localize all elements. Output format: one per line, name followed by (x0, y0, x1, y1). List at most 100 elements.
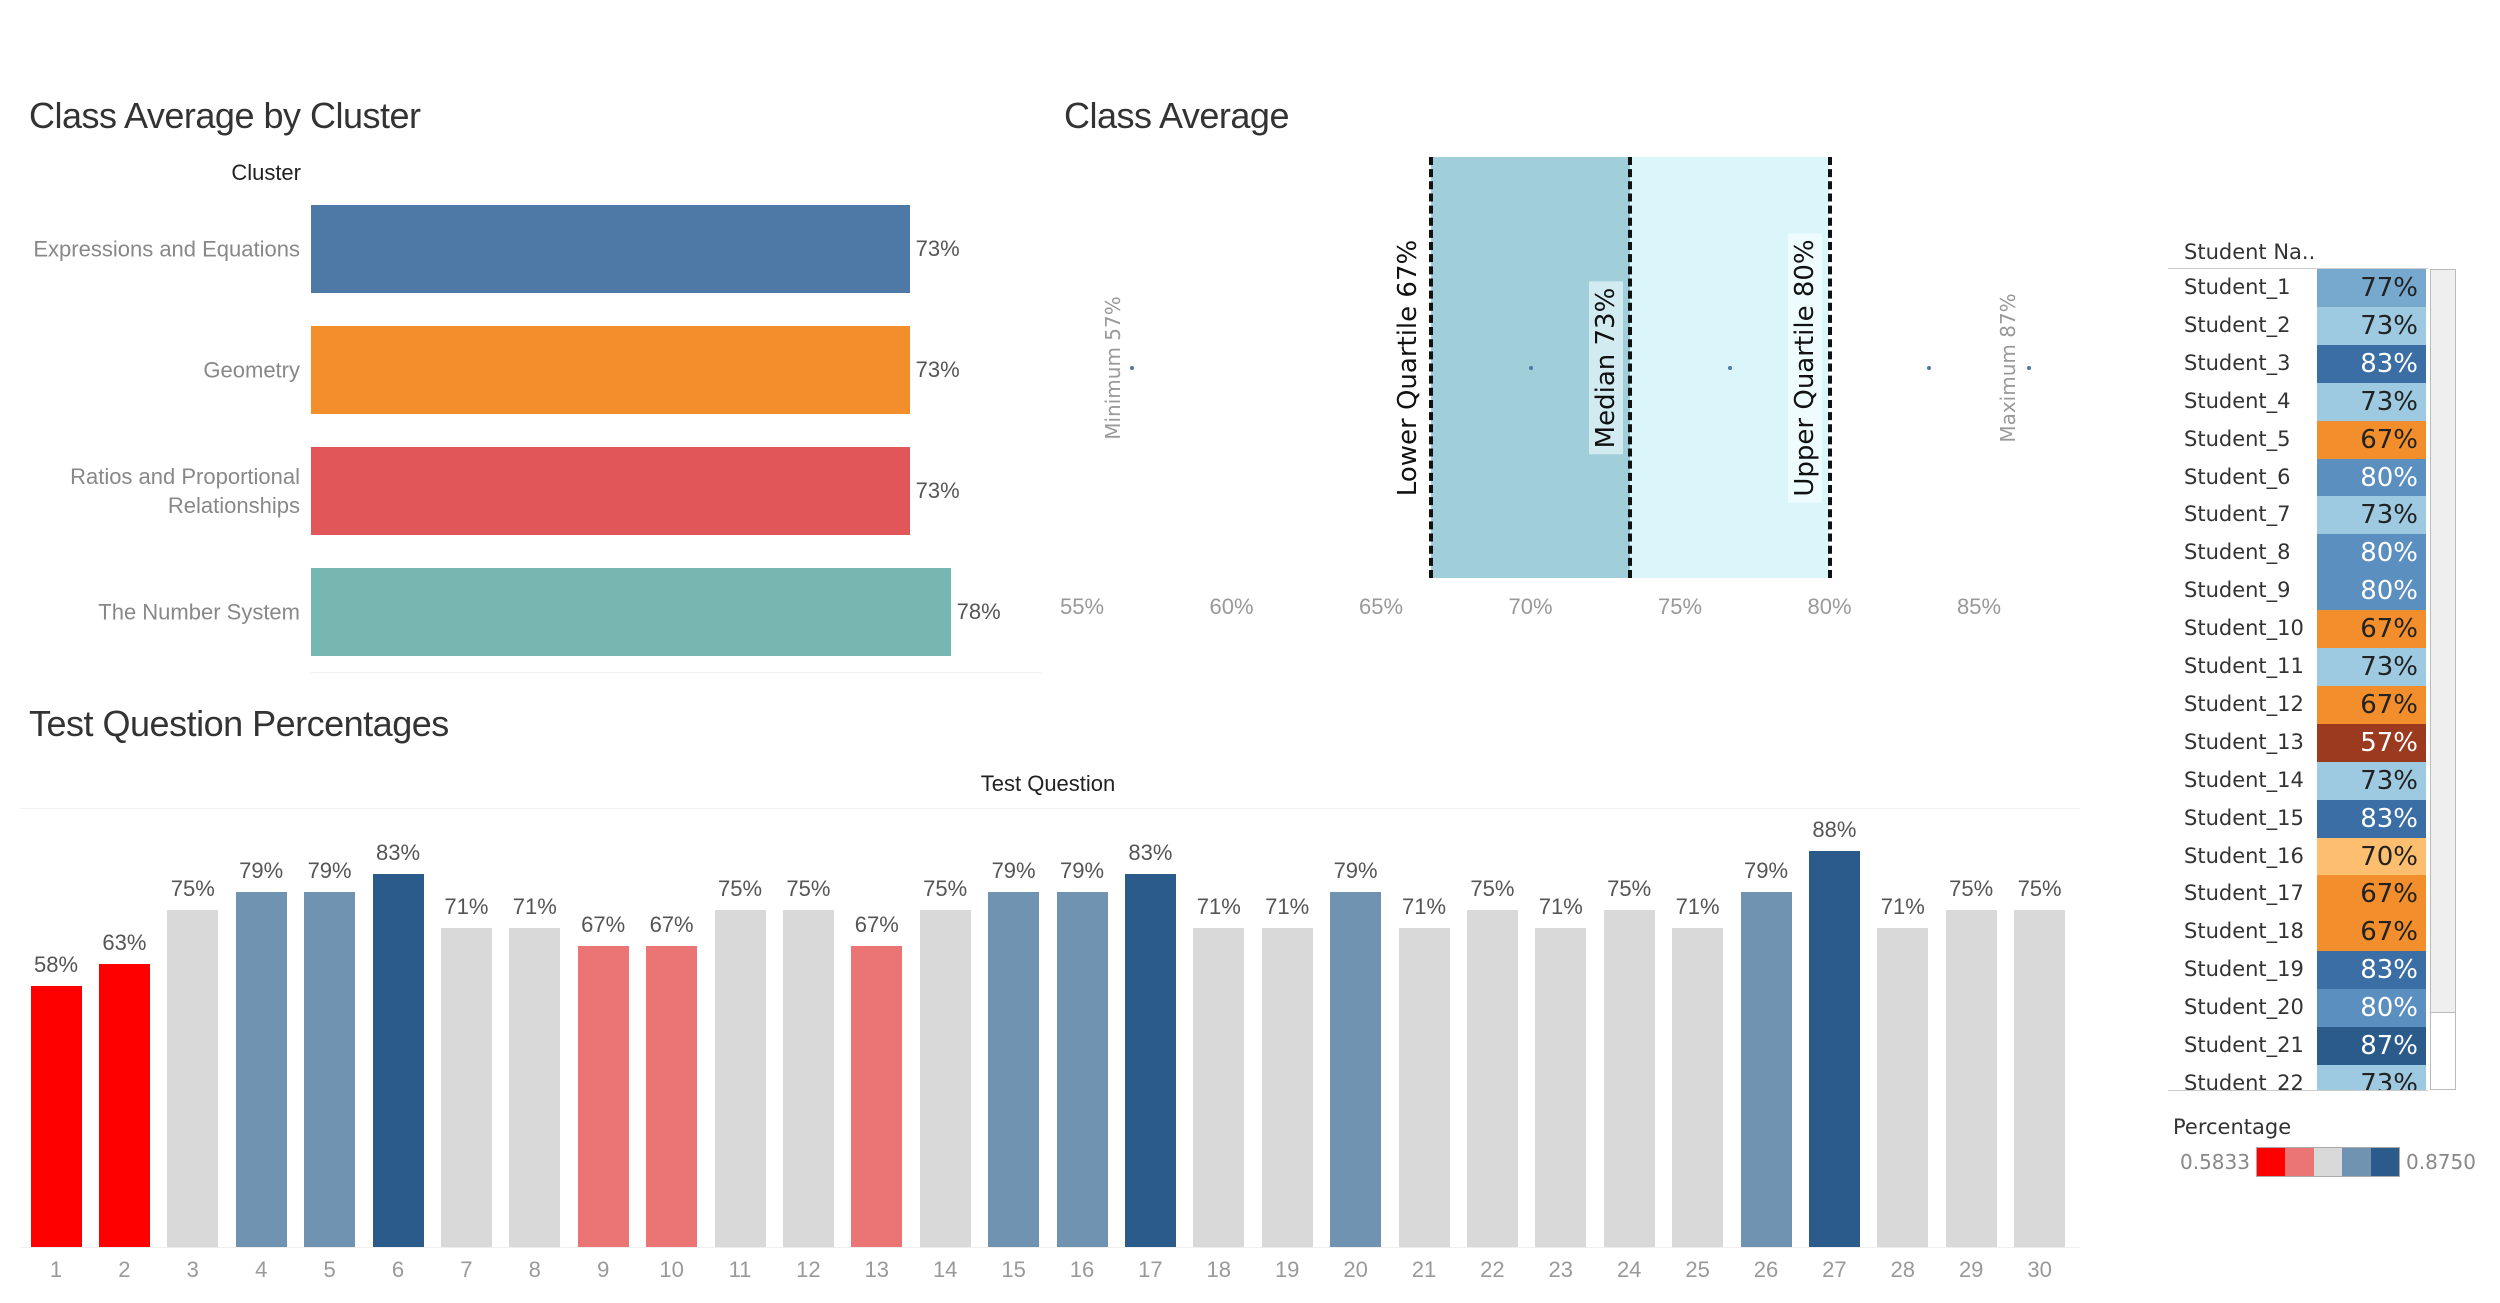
data-point[interactable] (1528, 366, 1533, 370)
cluster-bar[interactable] (311, 326, 910, 414)
question-bar[interactable] (1740, 891, 1792, 1247)
student-name: Student_5 (2184, 426, 2291, 451)
student-table-scrollbar[interactable] (2430, 269, 2456, 1090)
scrollbar-thumb[interactable] (2431, 270, 2455, 1013)
student-table[interactable]: Student_1 77% Student_2 73% Student_3 83% Stud… (2168, 269, 2428, 1090)
question-value-label: 71% (1675, 893, 1720, 919)
question-bar[interactable] (1945, 909, 1997, 1247)
question-bar[interactable] (1261, 927, 1313, 1247)
data-point[interactable] (1927, 366, 1932, 370)
question-bar[interactable] (646, 945, 698, 1247)
question-number-label: 11 (728, 1257, 752, 1282)
question-value-label: 75% (717, 875, 763, 901)
question-bar[interactable] (1193, 927, 1245, 1247)
lower-quartile-label: Lower Quartile 67% (1393, 239, 1423, 497)
data-point[interactable] (1727, 366, 1732, 370)
student-row[interactable]: Student_18 67% (2168, 913, 2428, 952)
x-tick-label: 65% (1358, 594, 1404, 619)
question-number-label: 18 (1206, 1257, 1232, 1282)
question-bar[interactable] (509, 927, 561, 1247)
question-number-label: 10 (659, 1257, 684, 1282)
question-bar[interactable] (988, 891, 1040, 1247)
student-name: Student_8 (2184, 540, 2291, 565)
question-number-label: 5 (323, 1257, 336, 1282)
question-bar[interactable] (440, 927, 492, 1247)
student-row[interactable]: Student_21 87% (2168, 1027, 2428, 1065)
cluster-axis-line (311, 672, 1041, 673)
question-bar[interactable] (1056, 891, 1108, 1247)
student-row[interactable]: Student_4 73% (2168, 382, 2428, 421)
question-number-label: 15 (1001, 1257, 1026, 1282)
question-bar[interactable] (1466, 909, 1518, 1247)
cluster-chart-title: Class Average by Cluster (29, 95, 421, 136)
student-percentage-cell: 70% (2317, 837, 2426, 876)
student-row[interactable]: Student_17 67% (2168, 875, 2428, 914)
student-name: Student_10 (2184, 616, 2304, 641)
question-bar[interactable] (1398, 927, 1450, 1247)
x-tick-label: 80% (1807, 594, 1852, 619)
question-number-label: 3 (186, 1257, 199, 1282)
x-tick-label: 70% (1508, 594, 1553, 619)
question-value-label: 75% (923, 875, 968, 901)
student-row[interactable]: Student_7 73% (2168, 496, 2428, 535)
student-row[interactable]: Student_6 80% (2168, 458, 2428, 497)
question-bar[interactable] (1877, 927, 1929, 1247)
question-bar[interactable] (714, 909, 766, 1247)
question-bar[interactable] (2014, 909, 2066, 1247)
legend-color-ramp (2256, 1147, 2400, 1177)
question-bar[interactable] (304, 891, 356, 1247)
student-table-header-line (2168, 268, 2428, 269)
cluster-bar[interactable] (311, 205, 910, 293)
question-value-label: 71% (1880, 893, 1925, 919)
data-point[interactable] (1129, 366, 1134, 370)
student-row[interactable]: Student_2 73% (2168, 306, 2428, 345)
question-bar[interactable] (1603, 909, 1655, 1247)
student-row[interactable]: Student_14 73% (2168, 761, 2428, 800)
student-row[interactable]: Student_16 70% (2168, 837, 2428, 876)
question-bar[interactable] (851, 945, 903, 1247)
question-number-label: 19 (1274, 1257, 1300, 1282)
student-row[interactable]: Student_8 80% (2168, 534, 2428, 573)
student-row[interactable]: Student_20 80% (2168, 989, 2428, 1028)
upper-quartile-line (1827, 157, 1832, 578)
cluster-header: Cluster (231, 160, 301, 185)
question-value-label: 75% (1949, 875, 1994, 901)
question-number-label: 4 (255, 1257, 268, 1282)
data-point[interactable] (2026, 366, 2031, 370)
question-bar[interactable] (98, 963, 150, 1247)
question-bar[interactable] (1124, 873, 1176, 1247)
student-row[interactable]: Student_19 83% (2168, 951, 2428, 990)
cluster-value-label: 73% (915, 236, 960, 261)
student-row[interactable]: Student_12 67% (2168, 685, 2428, 724)
student-row[interactable]: Student_5 67% (2168, 420, 2428, 459)
x-tick-label: 60% (1209, 594, 1254, 619)
legend-max-label: 0.8750 (2406, 1150, 2476, 1174)
question-value-label: 67% (854, 911, 899, 937)
student-row[interactable]: Student_9 80% (2168, 572, 2428, 611)
question-bar[interactable] (235, 891, 287, 1247)
test-question-title: Test Question Percentages (29, 703, 449, 744)
student-row[interactable]: Student_22 73% (2168, 1064, 2428, 1090)
student-row[interactable]: Student_15 83% (2168, 799, 2428, 838)
cluster-value-label: 73% (915, 478, 960, 503)
student-name: Student_18 (2184, 919, 2304, 944)
question-value-label: 79% (991, 857, 1036, 883)
question-bar[interactable] (372, 873, 424, 1247)
student-row[interactable]: Student_1 77% (2168, 269, 2428, 307)
question-bar[interactable] (1672, 927, 1724, 1247)
student-row[interactable]: Student_3 83% (2168, 344, 2428, 383)
question-bar[interactable] (30, 986, 82, 1247)
question-bar[interactable] (1808, 851, 1860, 1247)
cluster-bar[interactable] (311, 568, 951, 656)
question-bar[interactable] (167, 909, 219, 1247)
question-bar[interactable] (1330, 891, 1382, 1247)
cluster-bar[interactable] (311, 447, 910, 535)
question-bar[interactable] (577, 945, 629, 1247)
question-bar[interactable] (782, 909, 834, 1247)
question-bar[interactable] (1535, 927, 1587, 1247)
question-value-label: 71% (512, 893, 557, 919)
student-row[interactable]: Student_10 67% (2168, 610, 2428, 649)
student-row[interactable]: Student_11 73% (2168, 648, 2428, 686)
question-bar[interactable] (919, 909, 971, 1247)
student-row[interactable]: Student_13 57% (2168, 723, 2428, 762)
